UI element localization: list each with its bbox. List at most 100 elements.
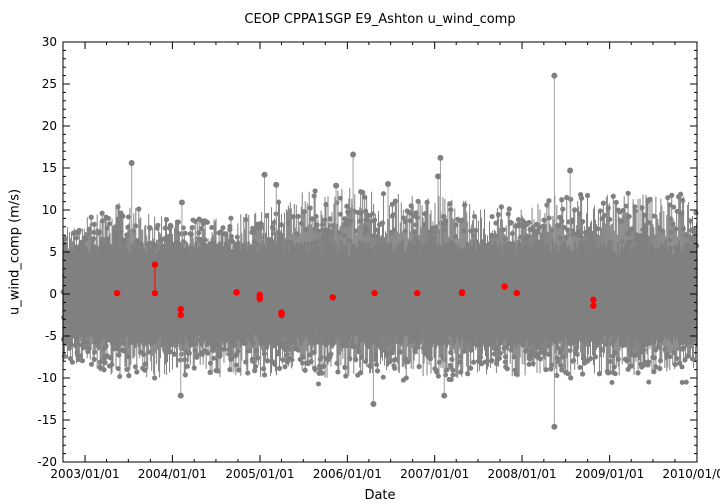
raw-data-point [189, 312, 195, 318]
raw-data-point [491, 312, 497, 318]
raw-data-point [536, 225, 542, 231]
raw-data-point [92, 287, 98, 293]
raw-data-point [236, 324, 242, 330]
raw-data-point [275, 258, 281, 264]
raw-data-point [494, 286, 500, 292]
raw-data-point [441, 331, 447, 337]
raw-data-point [575, 254, 581, 260]
raw-data-point [504, 302, 510, 308]
outlier-point [567, 167, 574, 174]
raw-data-point [593, 273, 599, 279]
raw-data-point [430, 321, 436, 327]
raw-data-point [376, 309, 382, 315]
raw-data-point [379, 249, 385, 255]
raw-data-point [96, 229, 102, 235]
raw-data-point [516, 308, 522, 314]
raw-data-point [362, 285, 368, 291]
raw-data-point [482, 359, 488, 365]
raw-data-point [429, 316, 435, 322]
raw-data-point [275, 349, 281, 355]
raw-data-point [273, 312, 279, 318]
raw-data-point [609, 379, 615, 385]
raw-data-point [125, 214, 131, 220]
raw-data-point [397, 321, 403, 327]
raw-data-point [599, 347, 605, 353]
raw-data-point [110, 273, 116, 279]
raw-data-point [605, 294, 611, 300]
raw-data-point [489, 357, 495, 363]
raw-data-point [141, 299, 147, 305]
raw-data-point [613, 274, 619, 280]
raw-data-point [520, 217, 526, 223]
raw-data-point [340, 257, 346, 263]
raw-data-point [323, 201, 329, 208]
raw-data-point [227, 333, 233, 339]
raw-data-point [423, 273, 429, 279]
raw-data-point [373, 325, 379, 331]
raw-data-point [680, 304, 686, 310]
raw-data-point [245, 271, 251, 277]
raw-data-point [124, 298, 130, 304]
raw-data-point [541, 350, 547, 356]
raw-data-point [135, 323, 141, 329]
raw-data-point [457, 359, 463, 365]
raw-data-point [532, 243, 538, 249]
raw-data-point [498, 204, 504, 210]
raw-data-point [579, 308, 585, 314]
raw-data-point [439, 353, 445, 359]
raw-data-point [337, 320, 343, 326]
raw-data-point [146, 281, 152, 287]
raw-data-point [298, 254, 304, 260]
raw-data-point [628, 363, 634, 369]
raw-data-point [125, 308, 131, 314]
raw-data-point [505, 211, 511, 217]
raw-data-point [629, 308, 635, 314]
raw-data-point [288, 240, 294, 246]
raw-data-point [69, 359, 76, 365]
raw-data-point [75, 276, 81, 282]
raw-data-point [154, 323, 160, 329]
raw-data-point [610, 353, 616, 359]
raw-data-point [138, 315, 144, 321]
raw-data-point [287, 288, 293, 294]
raw-data-point [668, 216, 674, 222]
raw-data-point [642, 291, 648, 297]
raw-data-point [445, 241, 451, 247]
raw-data-point [178, 290, 184, 296]
raw-data-point [281, 281, 287, 287]
raw-data-point [433, 276, 439, 282]
raw-data-point [608, 270, 614, 276]
raw-data-point [133, 290, 139, 296]
raw-data-point [91, 356, 97, 362]
raw-data-point [216, 335, 222, 341]
raw-data-point [179, 340, 185, 346]
raw-data-point [646, 359, 652, 365]
raw-data-point [543, 367, 549, 373]
raw-data-point [204, 219, 210, 225]
raw-data-point [153, 244, 159, 250]
raw-data-point [174, 240, 180, 246]
raw-data-point [583, 240, 589, 246]
raw-data-point [132, 364, 138, 370]
raw-data-point [396, 278, 402, 284]
raw-data-point [672, 362, 678, 368]
raw-data-point [297, 320, 303, 326]
raw-data-point [337, 286, 343, 292]
raw-data-point [325, 290, 331, 296]
raw-data-point [185, 304, 191, 310]
raw-data-point [97, 306, 103, 312]
raw-data-point [161, 250, 167, 256]
raw-data-point [243, 217, 249, 223]
raw-data-point [264, 249, 270, 255]
raw-data-point [72, 323, 78, 329]
raw-data-point [380, 374, 386, 380]
raw-data-point [463, 246, 469, 252]
raw-data-point [431, 229, 437, 235]
raw-data-point [231, 342, 237, 348]
raw-data-point [313, 338, 319, 344]
raw-data-point [472, 272, 478, 278]
raw-data-point [501, 345, 507, 351]
raw-data-point [166, 283, 172, 289]
raw-data-point [565, 227, 571, 233]
raw-data-point [687, 317, 693, 323]
